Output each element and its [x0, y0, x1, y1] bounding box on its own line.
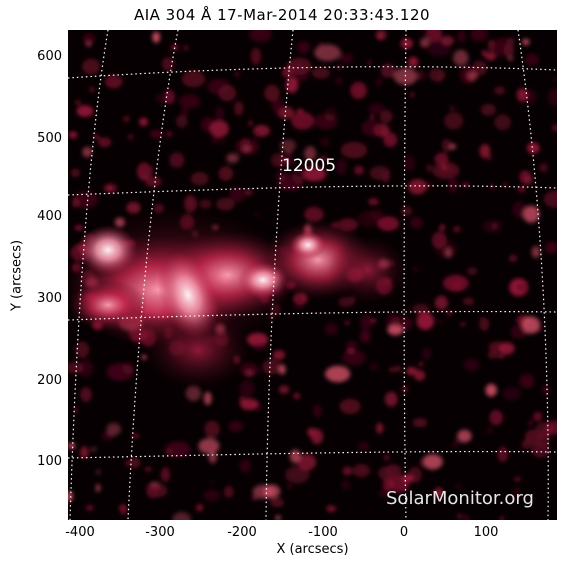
image-title: AIA 304 Å 17-Mar-2014 20:33:43.120 [133, 6, 431, 24]
y-tick-label: 600 [37, 49, 62, 64]
y-tick-label: 200 [37, 373, 62, 388]
y-tick-label: 500 [37, 131, 62, 146]
y-tick-label: 300 [37, 291, 62, 306]
aia-304-image [68, 30, 557, 520]
x-tick-label: -100 [308, 525, 338, 540]
x-tick-label: 100 [473, 525, 499, 540]
y-tick-label: 400 [37, 209, 62, 224]
active-region-label: 12005 [282, 156, 337, 176]
watermark: SolarMonitor.org [386, 488, 534, 509]
y-axis-label: Y (arcsecs) [9, 239, 25, 312]
y-tick-label: 100 [37, 454, 62, 469]
x-tick-label: -300 [145, 525, 175, 540]
x-tick-label: -200 [227, 525, 257, 540]
heliographic-grid [68, 30, 557, 520]
x-tick-label: -400 [65, 525, 95, 540]
x-tick-label: 0 [399, 525, 409, 540]
x-axis-label: X (arcsecs) [276, 542, 349, 557]
solar-image-plot [68, 30, 557, 520]
